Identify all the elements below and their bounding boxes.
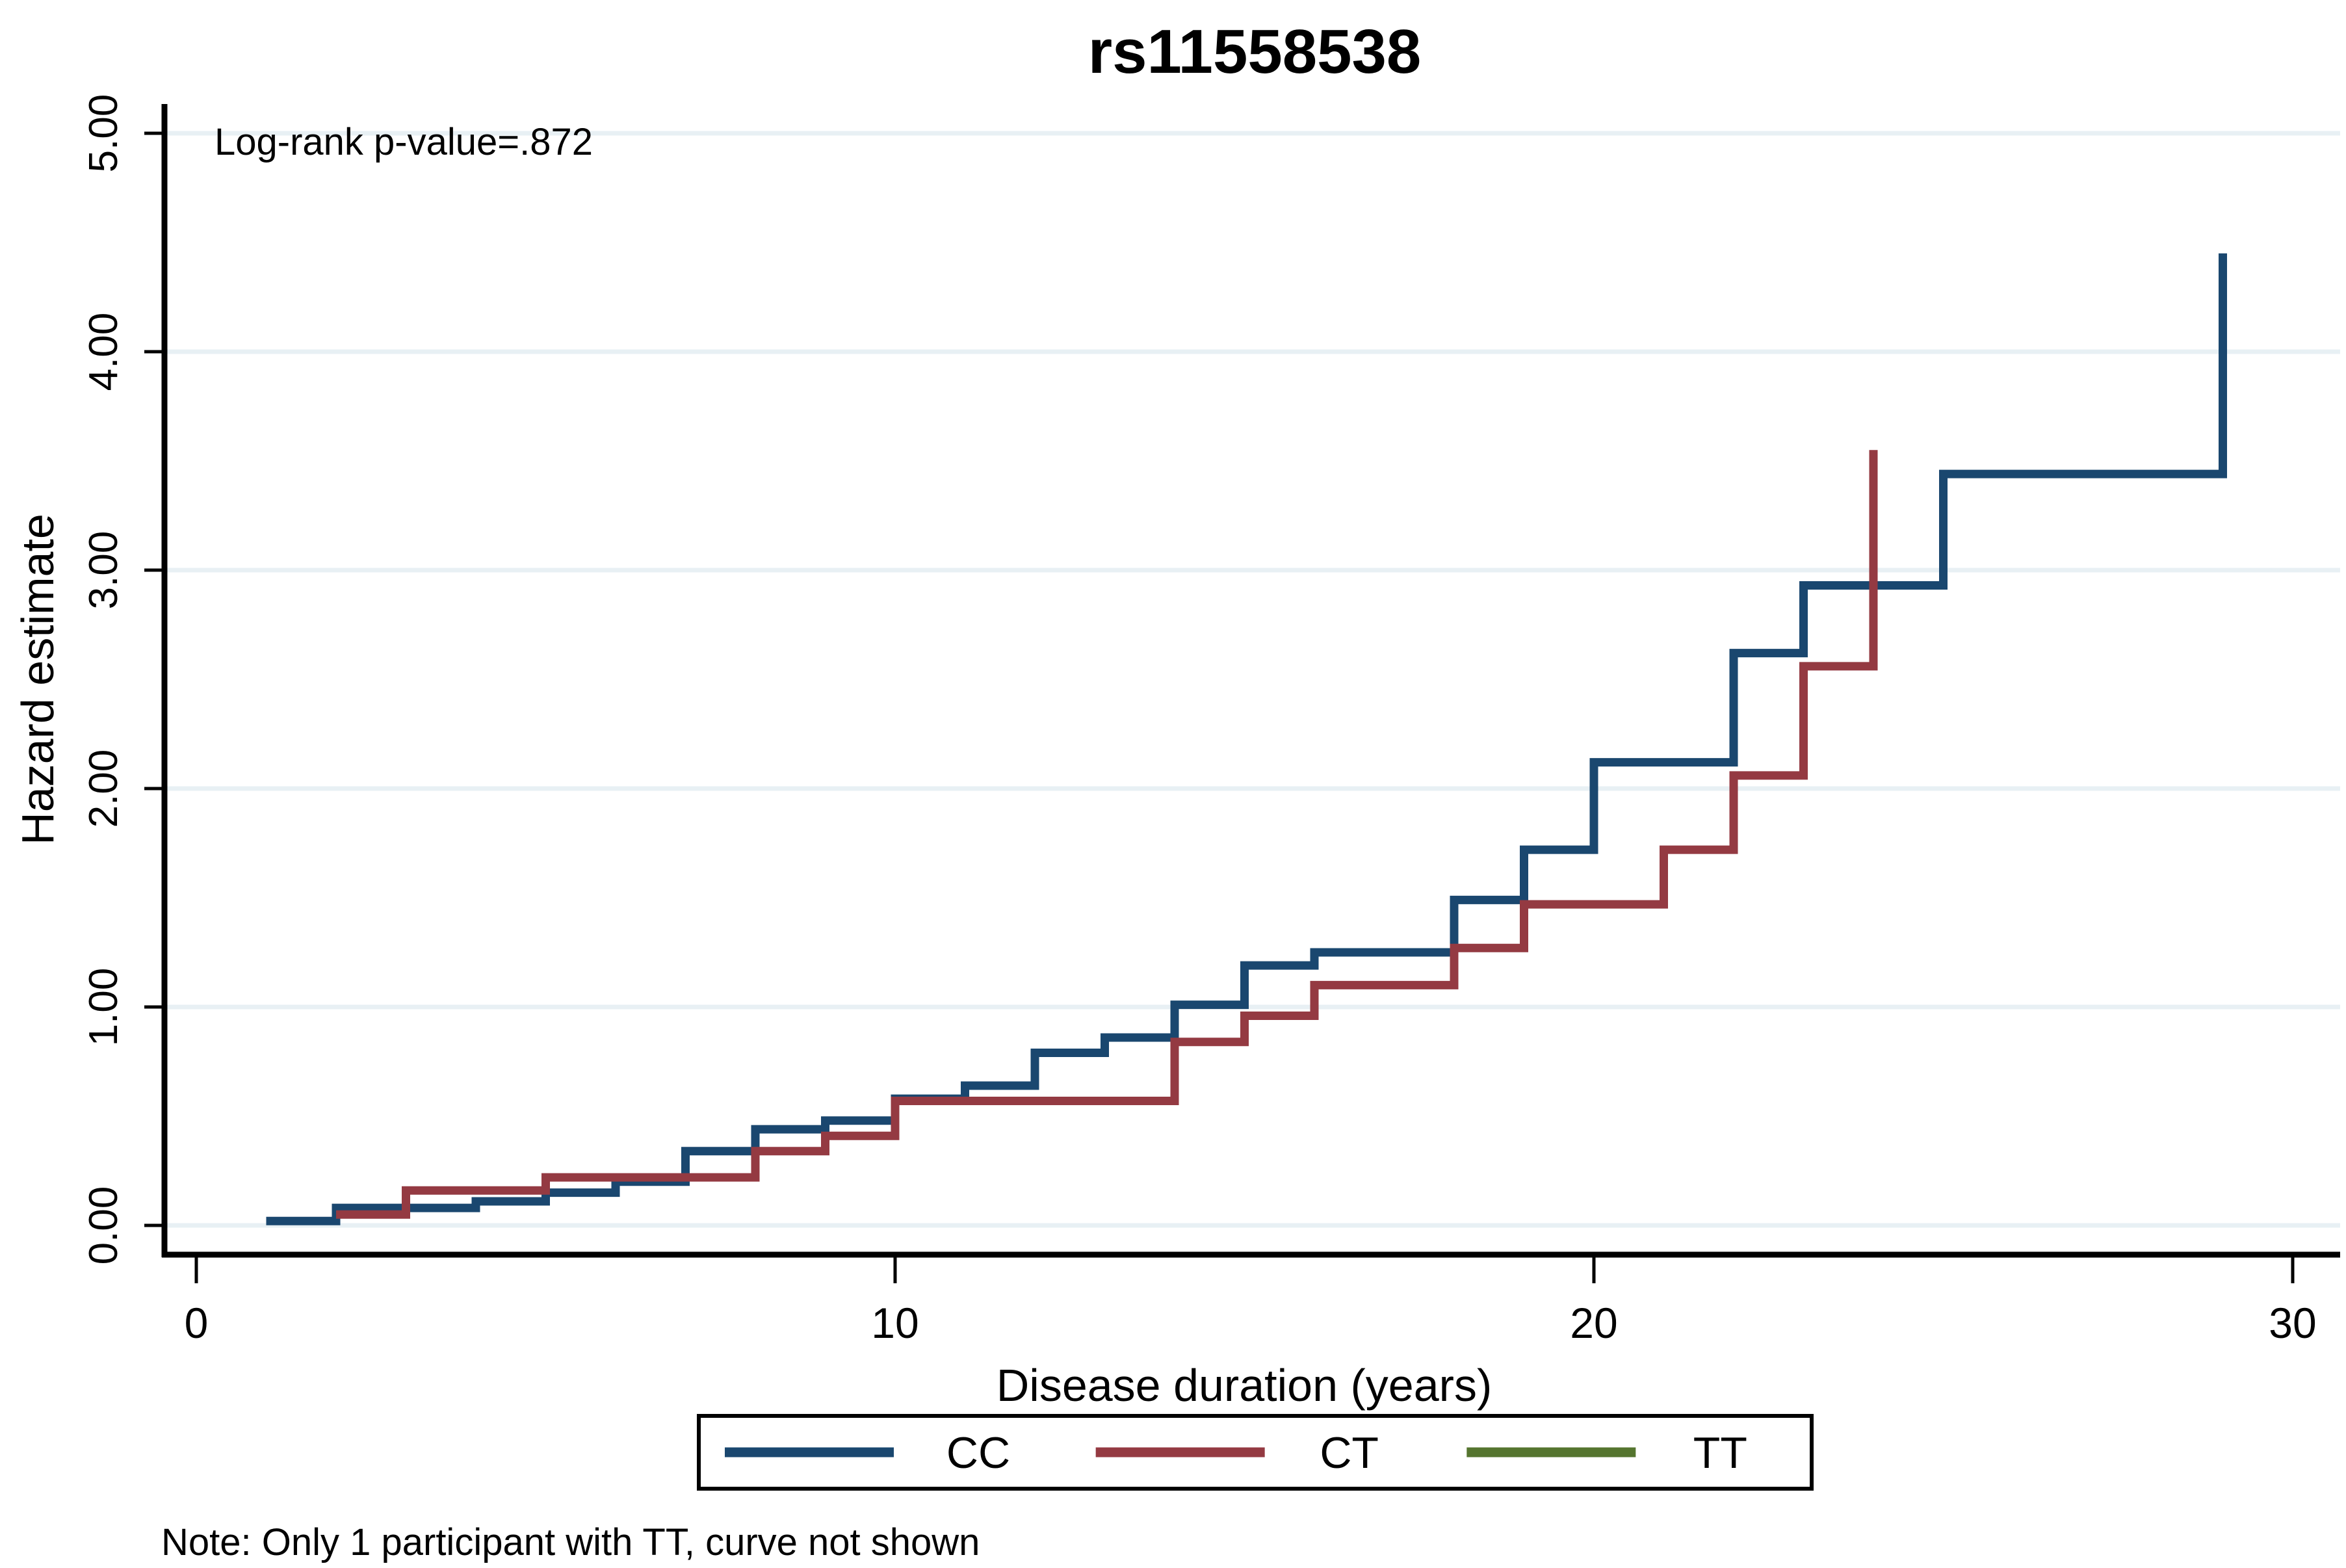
y-axis-title: Hazard estimate: [12, 514, 63, 845]
ticks-layer: [144, 131, 2295, 1283]
y-tick-label: 1.00: [81, 968, 126, 1047]
legend-label-ct: CT: [1320, 1428, 1379, 1478]
x-tick-label: 20: [1570, 1299, 1617, 1347]
legend-label-cc: CC: [946, 1428, 1010, 1478]
y-tick-label: 2.00: [81, 750, 126, 828]
y-tick-label: 0.00: [81, 1186, 126, 1265]
axes-layer: [161, 104, 2340, 1258]
logrank-annotation: Log-rank p-value=.872: [215, 121, 593, 163]
hazard-curves-layer: [266, 253, 2227, 1225]
y-tick-label: 5.00: [81, 94, 126, 173]
chart-title: rs11558538: [1088, 17, 1422, 86]
tick-labels-layer: 0.00 1.00 2.00 3.00 4.00 5.00 0 10 20 30: [81, 94, 2317, 1347]
x-tick-label: 0: [185, 1299, 209, 1347]
x-tick-label: 10: [871, 1299, 919, 1347]
x-axis-title: Disease duration (years): [997, 1360, 1492, 1411]
legend-label-tt: TT: [1693, 1428, 1747, 1478]
hazard-curve-ct: [336, 450, 1878, 1219]
x-tick-label: 30: [2269, 1299, 2316, 1347]
legend: CC CT TT: [697, 1414, 1814, 1491]
footnote: Note: Only 1 participant with TT, curve …: [161, 1521, 980, 1563]
y-tick-label: 4.00: [81, 313, 126, 391]
gridlines-layer: [167, 131, 2340, 1228]
hazard-curve-cc: [266, 253, 2227, 1225]
y-tick-label: 3.00: [81, 531, 126, 610]
